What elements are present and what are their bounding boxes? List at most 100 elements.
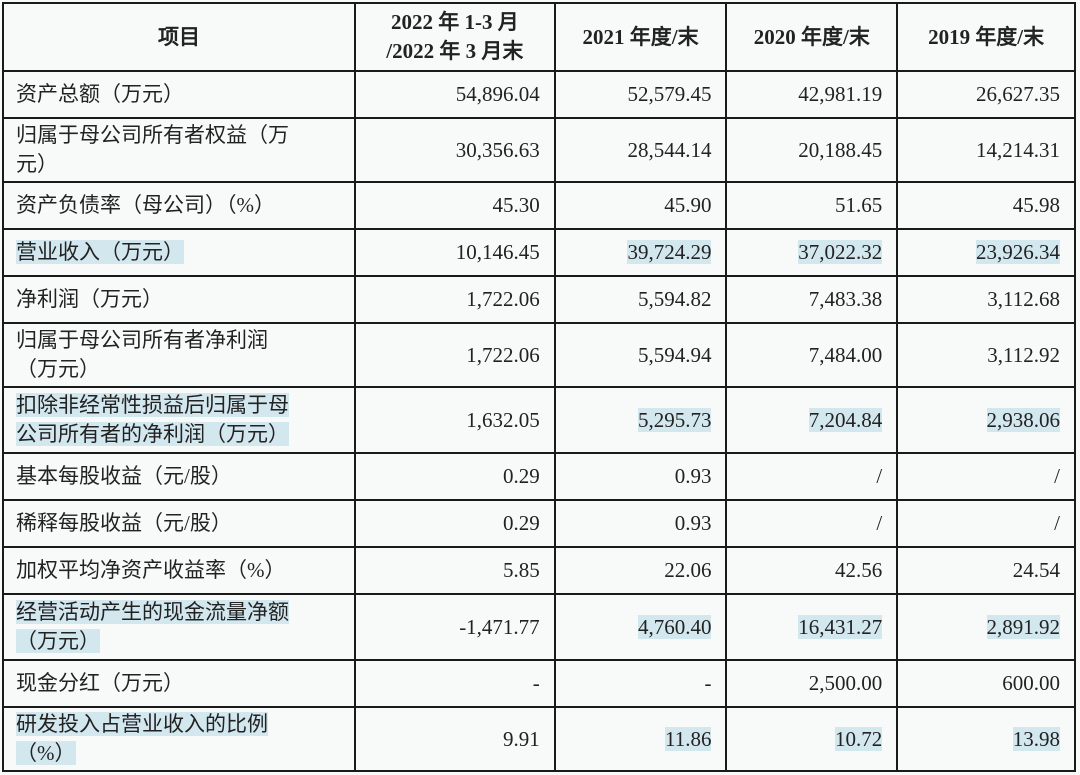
value-cell: 0.93	[553, 499, 728, 548]
row-label: 现金分红（万元）	[1, 659, 357, 708]
value-cell: 1,722.06	[354, 322, 556, 388]
value-cell: 13.98	[896, 706, 1076, 772]
row-label-text: 经营活动产生的现金流量净额	[16, 600, 289, 624]
value-text: 1,632.05	[466, 407, 540, 432]
table-row: 现金分红（万元） - - 2,500.00 600.00	[1, 659, 1076, 708]
value-cell: 51.65	[725, 181, 899, 230]
value-text: 1,722.06	[466, 342, 540, 367]
row-label: 加权平均净资产收益率（%）	[1, 546, 357, 595]
header-text: 2022 年 1-3 月	[390, 10, 519, 34]
value-cell: /	[725, 499, 899, 548]
value-cell: 600.00	[896, 659, 1076, 708]
row-label-text: 归属于母公司所有者净利润	[16, 328, 268, 352]
value-text: 7,204.84	[808, 407, 883, 432]
value-text: 13.98	[1012, 726, 1060, 751]
value-text: 10,146.45	[455, 240, 540, 264]
value-cell: 7,484.00	[725, 322, 899, 388]
header-row: 项目 2022 年 1-3 月/2022 年 3 月末 2021 年度/末 2020 …	[1, 2, 1076, 72]
value-cell: 3,112.68	[896, 275, 1076, 324]
table-row: 基本每股收益（元/股） 0.29 0.93 / /	[1, 452, 1076, 501]
table-row: 归属于母公司所有者净利润 （万元） 1,722.06 5,594.94 7,484.00…	[1, 322, 1076, 388]
value-text: 11.86	[664, 726, 712, 751]
value-cell: 16,431.27	[725, 593, 899, 661]
value-text: 52,579.45	[627, 82, 712, 106]
row-label: 研发投入占营业收入的比例 （%）	[1, 706, 357, 772]
value-cell: 39,724.29	[553, 228, 728, 277]
table-row: 研发投入占营业收入的比例 （%） 9.91 11.86 10.72 13.98	[1, 706, 1076, 772]
value-cell: 10,146.45	[354, 228, 556, 277]
value-cell: 2,500.00	[725, 659, 899, 708]
value-text: 20,188.45	[798, 137, 883, 162]
row-label-text: 扣除非经常性损益后归属于母	[16, 393, 289, 417]
value-cell: -1,471.77	[354, 593, 556, 661]
header-text: 2021 年度/末	[582, 24, 699, 49]
value-cell: 1,722.06	[354, 275, 556, 324]
value-text: 5,295.73	[637, 407, 712, 432]
row-label-text: 净利润（万元）	[16, 287, 163, 311]
row-label: 资产负债率（母公司）（%）	[1, 181, 357, 230]
value-text: 0.29	[502, 464, 540, 488]
value-text: 9.91	[502, 726, 540, 751]
row-label: 净利润（万元）	[1, 275, 357, 324]
value-text: 16,431.27	[798, 614, 883, 639]
value-text: -1,471.77	[459, 614, 540, 639]
value-text: 3,112.92	[987, 342, 1060, 367]
value-cell: -	[553, 659, 728, 708]
row-label: 基本每股收益（元/股）	[1, 452, 357, 501]
value-cell: 52,579.45	[553, 70, 728, 119]
header-text: 2020 年度/末	[753, 24, 870, 49]
value-cell: 3,112.92	[896, 322, 1076, 388]
table-row: 资产总额（万元） 54,896.04 52,579.45 42,981.19 26,62…	[1, 70, 1076, 119]
row-label-text: 营业收入（万元）	[16, 240, 184, 264]
value-text: 45.30	[492, 193, 540, 217]
value-text: 37,022.32	[798, 240, 883, 264]
value-text: 5,594.82	[637, 287, 712, 311]
row-label-text: 加权平均净资产收益率（%）	[16, 558, 286, 582]
value-text: 45.98	[1012, 193, 1060, 217]
table-row: 经营活动产生的现金流量净额 （万元） -1,471.77 4,760.40 16,431…	[1, 593, 1076, 661]
value-cell: 54,896.04	[354, 70, 556, 119]
value-cell: 0.29	[354, 452, 556, 501]
row-label: 扣除非经常性损益后归属于母 公司所有者的净利润（万元）	[1, 386, 357, 454]
value-cell: 5.85	[354, 546, 556, 595]
row-label: 资产总额（万元）	[1, 70, 357, 119]
value-cell: 42.56	[725, 546, 899, 595]
value-cell: 30,356.63	[354, 117, 556, 183]
value-cell: 1,632.05	[354, 386, 556, 454]
value-cell: 0.93	[553, 452, 728, 501]
header-text: /2022 年 3 月末	[386, 39, 524, 63]
value-cell: 7,483.38	[725, 275, 899, 324]
value-text: 26,627.35	[976, 82, 1060, 106]
value-cell: 5,594.94	[553, 322, 728, 388]
value-text: 5,594.94	[637, 342, 712, 367]
row-label-text: 资产负债率（母公司）（%）	[16, 193, 275, 217]
value-text: 1,722.06	[466, 287, 540, 311]
value-cell: 4,760.40	[553, 593, 728, 661]
value-text: 22.06	[664, 558, 712, 582]
value-text: 600.00	[1002, 671, 1060, 695]
value-cell: 37,022.32	[725, 228, 899, 277]
value-cell: 9.91	[354, 706, 556, 772]
value-text: 28,544.14	[627, 137, 712, 162]
value-text: 7,483.38	[808, 287, 883, 311]
value-text: 3,112.68	[987, 287, 1060, 311]
value-cell: 24.54	[896, 546, 1076, 595]
row-label-text: 公司所有者的净利润（万元）	[16, 422, 289, 446]
value-text: 23,926.34	[976, 240, 1060, 264]
value-cell: 45.98	[896, 181, 1076, 230]
value-cell: 23,926.34	[896, 228, 1076, 277]
value-text: 54,896.04	[455, 82, 540, 106]
value-text: /	[876, 511, 883, 535]
value-text: 10.72	[834, 726, 883, 751]
table-row: 资产负债率（母公司）（%） 45.30 45.90 51.65 45.98	[1, 181, 1076, 230]
value-cell: 10.72	[725, 706, 899, 772]
value-text: 14,214.31	[976, 137, 1060, 162]
column-header: 2020 年度/末	[725, 2, 899, 72]
row-label-text: 研发投入占营业收入的比例	[16, 712, 268, 736]
value-cell: 0.29	[354, 499, 556, 548]
table-row: 净利润（万元） 1,722.06 5,594.82 7,483.38 3,112.68	[1, 275, 1076, 324]
value-text: 0.29	[502, 511, 540, 535]
value-text: /	[876, 464, 883, 488]
table-row: 加权平均净资产收益率（%） 5.85 22.06 42.56 24.54	[1, 546, 1076, 595]
row-label-text: （万元）	[16, 629, 100, 653]
